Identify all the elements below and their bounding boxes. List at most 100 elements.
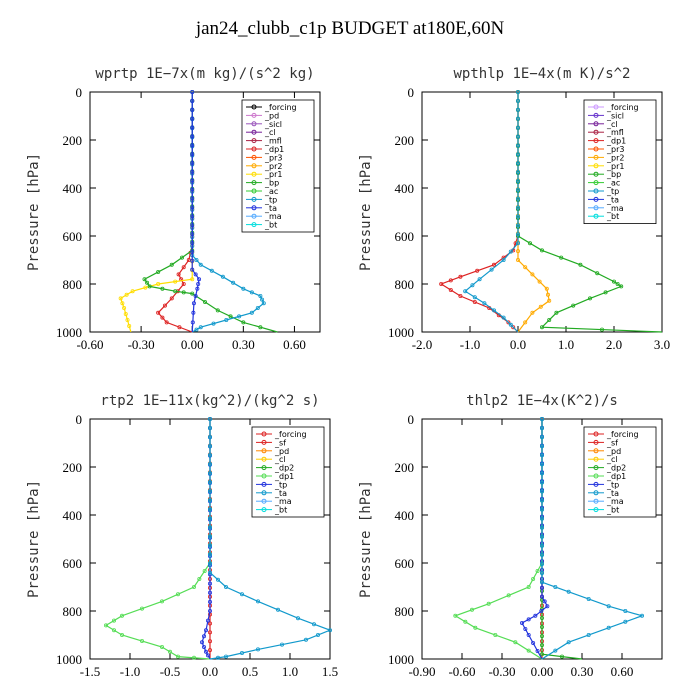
series-marker xyxy=(205,618,210,623)
legend-marker xyxy=(251,222,257,228)
series-marker xyxy=(203,628,208,633)
legend-label: _dp1 xyxy=(606,137,626,146)
series-marker xyxy=(207,507,212,512)
series-marker xyxy=(475,268,480,273)
series-marker xyxy=(190,240,195,245)
series-marker xyxy=(196,281,201,286)
series-marker xyxy=(215,655,220,660)
series-marker xyxy=(516,161,521,166)
series-marker xyxy=(545,604,550,609)
series-marker xyxy=(539,609,544,614)
y-axis-label: Pressure [hPa] xyxy=(358,153,374,271)
series-marker xyxy=(513,241,518,246)
legend-label: _sicl xyxy=(264,120,282,129)
series-marker xyxy=(516,249,521,254)
series-marker xyxy=(169,262,174,267)
series-marker xyxy=(167,649,172,654)
legend-marker xyxy=(593,188,599,194)
y-tick-label: 800 xyxy=(63,277,83,292)
series-marker xyxy=(202,299,207,304)
series-marker xyxy=(472,295,477,300)
series-marker xyxy=(506,320,511,325)
series-marker xyxy=(201,634,206,639)
series-marker xyxy=(540,462,545,467)
series-marker xyxy=(112,618,117,623)
y-tick-label: 400 xyxy=(395,508,415,523)
series-marker xyxy=(207,498,212,503)
series-marker xyxy=(190,267,195,272)
series-marker xyxy=(124,292,129,297)
series-marker xyxy=(198,262,203,267)
series-marker xyxy=(538,304,543,309)
series-marker xyxy=(179,255,184,260)
y-tick-label: 400 xyxy=(395,181,415,196)
series-marker xyxy=(156,281,161,286)
series-marker xyxy=(197,577,202,582)
legend-label: _bt xyxy=(606,212,619,221)
legend-marker xyxy=(251,196,257,202)
y-tick-label: 800 xyxy=(63,604,83,619)
legend-marker xyxy=(593,146,599,152)
series-marker xyxy=(508,249,513,254)
panel-title: thlp2 1E−4x(K^2)/s xyxy=(466,393,618,409)
y-tick-label: 400 xyxy=(63,508,83,523)
series-marker xyxy=(220,274,225,279)
legend-label: _ta xyxy=(606,195,619,204)
y-tick-label: 0 xyxy=(408,412,415,427)
legend-label: _tp xyxy=(274,480,287,489)
x-tick-label: -2.0 xyxy=(412,337,433,352)
legend-marker xyxy=(593,121,599,127)
legend-marker xyxy=(251,112,257,118)
series-marker xyxy=(198,325,203,330)
series-marker xyxy=(516,98,521,103)
series-marker xyxy=(526,633,531,638)
series-marker xyxy=(473,625,478,630)
legend-marker xyxy=(593,104,599,110)
series-marker xyxy=(600,327,605,332)
series-marker xyxy=(203,649,208,654)
series-marker xyxy=(181,265,186,270)
series-marker xyxy=(453,613,458,618)
series-marker xyxy=(540,534,545,539)
legend-marker xyxy=(593,439,599,445)
series-marker xyxy=(207,639,212,644)
series-marker xyxy=(540,248,545,253)
series-marker xyxy=(588,296,593,301)
series-marker xyxy=(190,258,195,263)
legend-label: _forcing xyxy=(606,430,639,439)
series-marker xyxy=(195,286,200,291)
series-marker xyxy=(193,272,198,277)
series-marker xyxy=(143,285,148,290)
series-marker xyxy=(127,323,132,328)
series-marker xyxy=(190,291,195,296)
series-marker xyxy=(540,498,545,503)
series-marker xyxy=(207,599,212,604)
legend-marker xyxy=(251,213,257,219)
y-tick-label: 1000 xyxy=(388,325,414,340)
series-marker xyxy=(275,607,280,612)
legend-marker xyxy=(251,154,257,160)
legend-marker xyxy=(593,473,599,479)
series-marker xyxy=(542,599,547,604)
series-marker xyxy=(528,241,533,246)
series-line xyxy=(541,419,583,660)
legend-marker xyxy=(251,104,257,110)
series-marker xyxy=(241,286,246,291)
series-marker xyxy=(215,577,220,582)
legend-label: _pr2 xyxy=(264,162,282,171)
series-marker xyxy=(190,161,195,166)
legend-marker xyxy=(261,456,267,462)
series-marker xyxy=(553,648,558,653)
series-marker xyxy=(139,606,144,611)
series-marker xyxy=(207,489,212,494)
series-marker xyxy=(249,310,254,315)
legend-label: _dp1 xyxy=(274,472,294,481)
series-marker xyxy=(516,241,521,246)
legend-label: _ma xyxy=(606,497,624,506)
series-marker xyxy=(194,327,199,332)
legend-label: _bp xyxy=(606,170,621,179)
series-marker xyxy=(547,317,552,322)
legend-marker xyxy=(593,180,599,186)
series-marker xyxy=(193,293,198,298)
series-marker xyxy=(540,594,545,599)
